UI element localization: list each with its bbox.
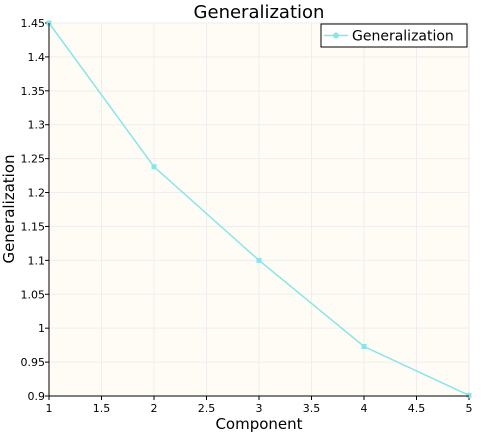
axis-ticks: 1 1.5 2 2.5 3 3.5 4 4.5 5 0.9 0.95 1 1.05 1.1 1.15 1.2 1… xyxy=(21,17,473,415)
chart-title: Generalization xyxy=(194,2,325,23)
y-tick-label: 1.45 xyxy=(21,17,46,30)
x-tick-label: 4.5 xyxy=(408,402,426,415)
y-tick-label: 1.15 xyxy=(21,220,46,233)
x-tick-label: 4 xyxy=(361,402,368,415)
y-tick-label: 0.9 xyxy=(28,390,46,403)
x-tick-label: 3 xyxy=(256,402,263,415)
legend-marker xyxy=(333,32,339,39)
data-point xyxy=(151,164,157,170)
legend-label: Generalization xyxy=(352,29,454,45)
x-tick-label: 2 xyxy=(151,402,158,415)
y-tick-label: 1.1 xyxy=(28,254,46,267)
data-point xyxy=(466,392,472,398)
legend-box xyxy=(320,23,468,48)
data-point xyxy=(361,343,367,349)
y-tick-label: 1 xyxy=(38,322,45,335)
data-point xyxy=(256,257,262,263)
x-tick-label: 2.5 xyxy=(198,402,216,415)
y-axis-title: Generalization xyxy=(0,154,18,263)
y-tick-label: 1.2 xyxy=(28,187,46,200)
y-tick-label: 1.3 xyxy=(28,119,46,132)
legend: Generalization xyxy=(320,23,468,48)
y-tick-label: 0.95 xyxy=(21,356,46,369)
y-tick-label: 1.4 xyxy=(28,51,46,64)
x-tick-label: 1.5 xyxy=(93,402,111,415)
x-tick-label: 3.5 xyxy=(303,402,321,415)
y-tick-label: 1.35 xyxy=(21,85,46,98)
x-tick-label: 1 xyxy=(46,402,53,415)
y-tick-label: 1.05 xyxy=(21,288,46,301)
x-tick-label: 5 xyxy=(466,402,473,415)
y-tick-label: 1.25 xyxy=(21,153,46,166)
x-axis-title: Component xyxy=(215,415,302,433)
